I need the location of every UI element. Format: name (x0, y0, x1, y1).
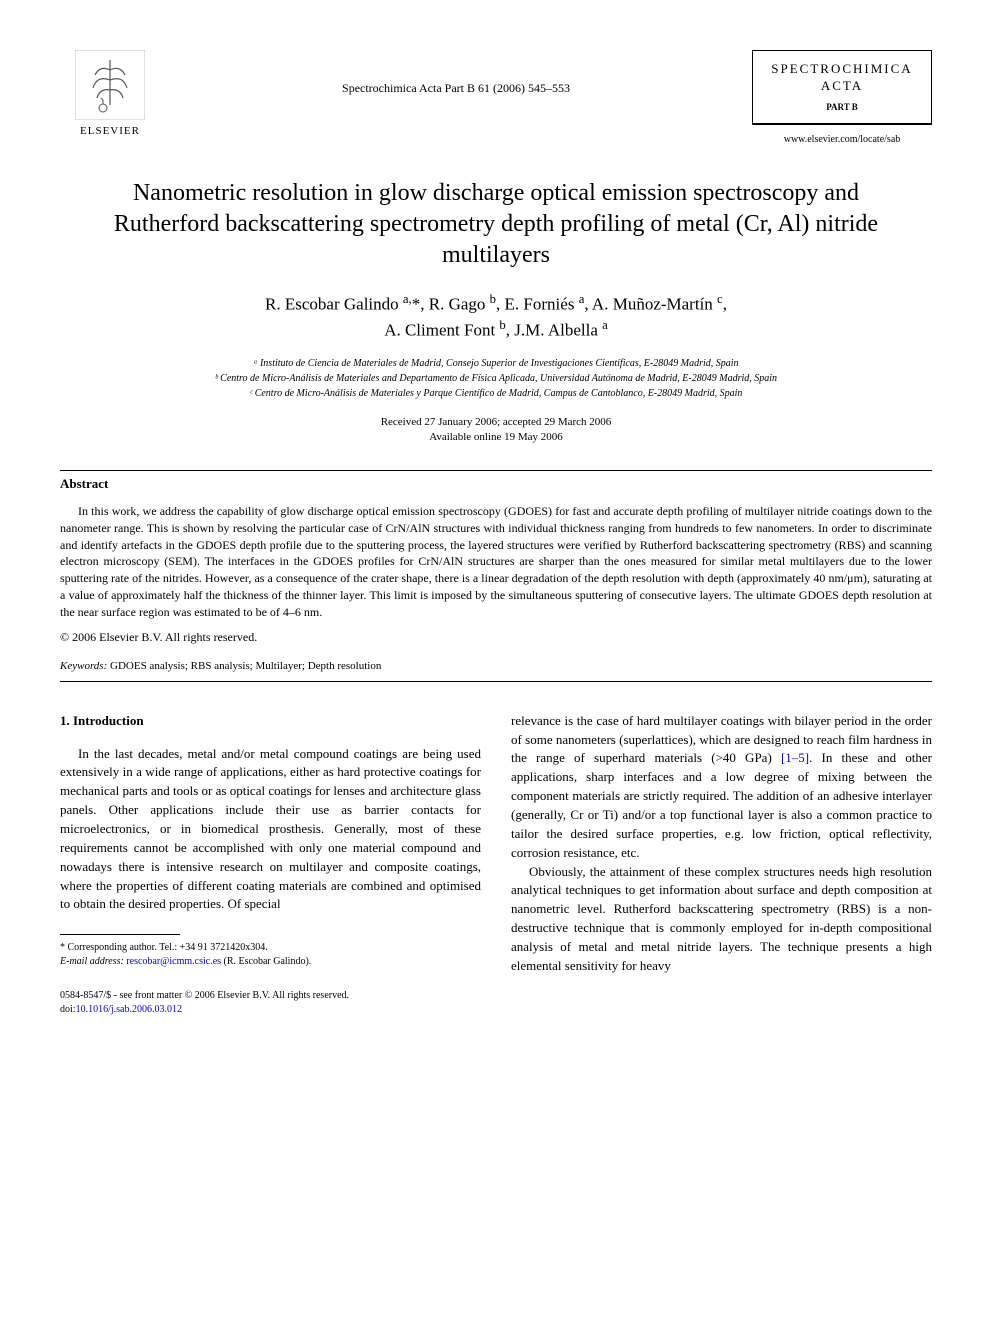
intro-para-right-1: relevance is the case of hard multilayer… (511, 712, 932, 863)
publisher-logo-section: ELSEVIER (60, 50, 160, 139)
issn-line: 0584-8547/$ - see front matter © 2006 El… (60, 989, 481, 1003)
journal-part: PART B (771, 101, 913, 114)
article-dates: Received 27 January 2006; accepted 29 Ma… (60, 415, 932, 446)
right-column: relevance is the case of hard multilayer… (511, 712, 932, 1017)
online-date: Available online 19 May 2006 (60, 430, 932, 445)
affiliation-b: ᵇ Centro de Micro-Análisis de Materiales… (60, 371, 932, 386)
received-accepted-date: Received 27 January 2006; accepted 29 Ma… (60, 415, 932, 430)
keywords: Keywords: GDOES analysis; RBS analysis; … (60, 659, 932, 674)
article-title: Nanometric resolution in glow discharge … (80, 178, 912, 272)
left-column: 1. Introduction In the last decades, met… (60, 712, 481, 1017)
journal-box-wrapper: SPECTROCHIMICA ACTA PART B www.elsevier.… (752, 50, 932, 148)
abstract-body: In this work, we address the capability … (60, 503, 932, 621)
intro-para-left: In the last decades, metal and/or metal … (60, 745, 481, 915)
intro-para-right-2: Obviously, the attainment of these compl… (511, 863, 932, 976)
ref-link-1-5[interactable]: [1–5] (781, 750, 809, 765)
header-row: ELSEVIER Spectrochimica Acta Part B 61 (… (60, 50, 932, 148)
journal-box: SPECTROCHIMICA ACTA PART B (752, 50, 932, 124)
two-column-body: 1. Introduction In the last decades, met… (60, 712, 932, 1017)
email-link[interactable]: rescobar@icmm.csic.es (126, 956, 221, 967)
affiliation-c: ᶜ Centro de Micro-Análisis de Materiales… (60, 386, 932, 401)
affiliations: ᵃ Instituto de Ciencia de Materiales de … (60, 356, 932, 401)
journal-url[interactable]: www.elsevier.com/locate/sab (784, 134, 901, 145)
footnote-divider (60, 934, 180, 935)
email-line: E-mail address: rescobar@icmm.csic.es (R… (60, 955, 481, 969)
corresponding-line: * Corresponding author. Tel.: +34 91 372… (60, 941, 481, 955)
keywords-label: Keywords: (60, 660, 107, 672)
publisher-name: ELSEVIER (80, 124, 140, 139)
abstract-copyright: © 2006 Elsevier B.V. All rights reserved… (60, 629, 932, 646)
elsevier-tree-logo (75, 50, 145, 120)
authors-list: R. Escobar Galindo a,*, R. Gago b, E. Fo… (60, 291, 932, 342)
abstract-heading: Abstract (60, 475, 932, 493)
doi-link[interactable]: 10.1016/j.sab.2006.03.012 (76, 1004, 182, 1015)
bottom-notice: 0584-8547/$ - see front matter © 2006 El… (60, 989, 481, 1017)
doi-line: doi:10.1016/j.sab.2006.03.012 (60, 1003, 481, 1017)
citation-text: Spectrochimica Acta Part B 61 (2006) 545… (160, 50, 752, 97)
affiliation-a: ᵃ Instituto de Ciencia de Materiales de … (60, 356, 932, 371)
keywords-text: GDOES analysis; RBS analysis; Multilayer… (110, 660, 381, 672)
journal-name-line2: ACTA (771, 78, 913, 95)
journal-name-line1: SPECTROCHIMICA (771, 61, 913, 78)
corresponding-author-footnote: * Corresponding author. Tel.: +34 91 372… (60, 941, 481, 969)
section-1-heading: 1. Introduction (60, 712, 481, 731)
